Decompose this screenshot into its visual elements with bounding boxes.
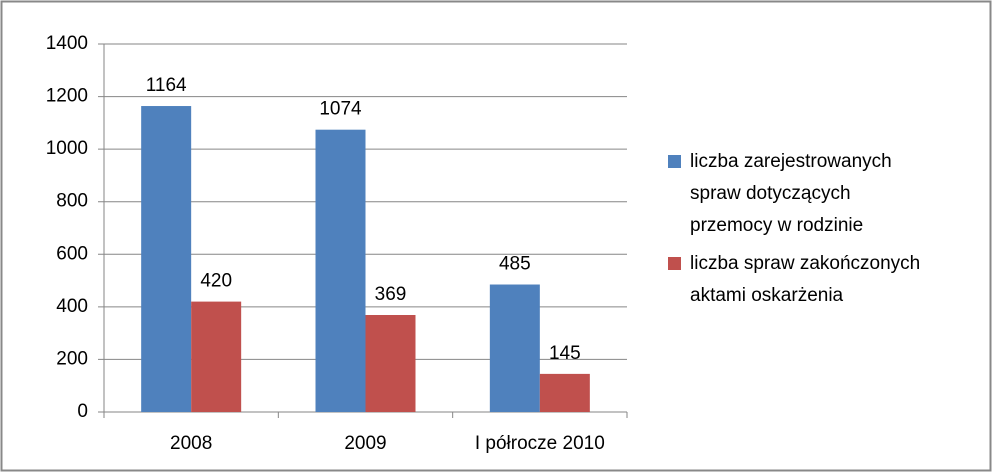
y-tick-label: 0: [77, 401, 88, 422]
y-tick-label: 400: [56, 296, 88, 317]
y-tick-label: 1200: [46, 86, 88, 107]
value-label: 485: [499, 254, 531, 275]
y-tick-label: 1000: [46, 138, 88, 159]
y-tick-label: 1400: [46, 33, 88, 54]
legend-label: liczba spraw zakończonych aktami oskarże…: [690, 253, 921, 306]
legend-label: liczba zarejestrowanych spraw dotyczącyc…: [690, 151, 892, 236]
legend-item: liczba spraw zakończonych aktami oskarże…: [668, 248, 935, 312]
value-label: 369: [375, 284, 407, 305]
legend: liczba zarejestrowanych spraw dotyczącyc…: [668, 146, 968, 318]
bar: [315, 129, 366, 413]
value-label: 1074: [319, 99, 362, 120]
bar: [191, 301, 242, 412]
bar: [141, 106, 192, 412]
bar: [539, 373, 590, 412]
value-label: 1164: [146, 75, 187, 96]
legend-swatch: [668, 155, 681, 168]
bar: [489, 284, 540, 412]
y-tick-label: 200: [56, 348, 88, 369]
value-label: 145: [549, 343, 581, 364]
x-tick-label: 2009: [344, 433, 386, 454]
x-tick-label: 2008: [170, 433, 212, 454]
legend-item: liczba zarejestrowanych spraw dotyczącyc…: [668, 146, 935, 242]
bar: [365, 315, 416, 412]
value-label: 420: [200, 271, 232, 292]
y-tick-label: 600: [56, 243, 88, 264]
legend-swatch: [668, 257, 681, 270]
x-tick-label: I półrocze 2010: [475, 433, 605, 454]
y-tick-label: 800: [56, 191, 88, 212]
